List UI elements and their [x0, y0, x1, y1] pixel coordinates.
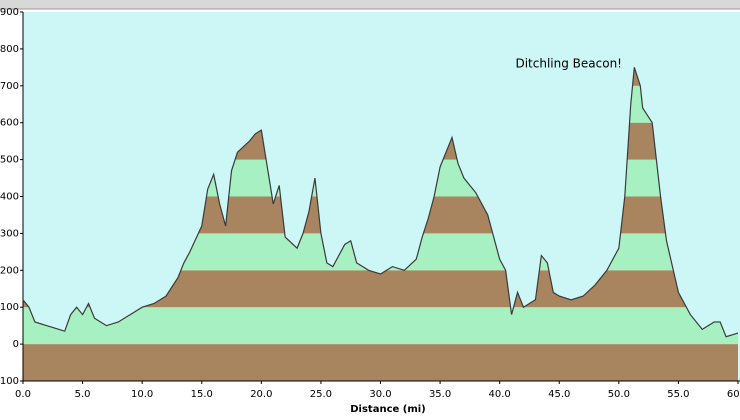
y-tick-label: 500 [0, 155, 19, 166]
x-tick-label: 25.0 [310, 389, 332, 400]
x-tick-label: 60.0 [727, 389, 740, 400]
y-tick-label: 400 [0, 192, 19, 203]
x-tick-label: 20.0 [250, 389, 272, 400]
x-tick-label: 30.0 [369, 389, 391, 400]
y-tick-label: 600 [0, 118, 19, 129]
x-tick-label: 35.0 [429, 389, 451, 400]
y-tick-label: 100 [0, 302, 19, 313]
x-tick-label: 10.0 [131, 389, 153, 400]
x-axis-title: Distance (mi) [350, 404, 426, 415]
window-bar [0, 0, 740, 9]
y-tick-label: -100 [0, 376, 19, 387]
elevation-band [23, 344, 738, 381]
x-tick-label: 50.0 [608, 389, 630, 400]
x-tick-label: 5.0 [75, 389, 91, 400]
x-tick-label: 40.0 [489, 389, 511, 400]
x-tick-label: 15.0 [191, 389, 213, 400]
annotation: Ditchling Beacon! [515, 57, 622, 71]
x-tick-label: 0.0 [15, 389, 31, 400]
y-tick-label: 300 [0, 228, 19, 239]
y-tick-label: 900 [0, 7, 19, 18]
profile-line [22, 67, 739, 338]
x-tick-label: 45.0 [548, 389, 570, 400]
y-tick-label: 200 [0, 265, 19, 276]
y-tick-label: 700 [0, 81, 19, 92]
y-tick-label: 0 [13, 339, 19, 350]
elevation-band [23, 307, 738, 345]
x-tick-label: 55.0 [667, 389, 689, 400]
y-tick-label: 800 [0, 44, 19, 55]
